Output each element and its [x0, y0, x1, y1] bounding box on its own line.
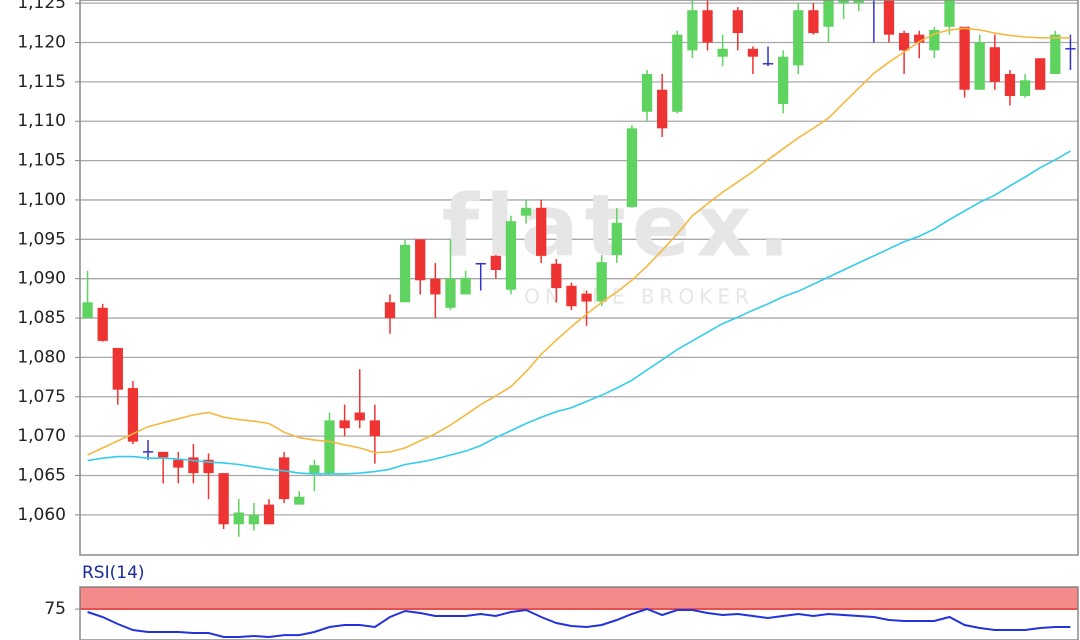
candle-body: [853, 0, 864, 4]
candle-body: [127, 388, 139, 442]
candle-body: [505, 221, 517, 290]
watermark-tagline: ONLINE BROKER: [524, 285, 754, 309]
indicator-line: [87, 150, 1071, 475]
candle-body: [1019, 80, 1031, 97]
y-tick-label: 1,120: [17, 33, 66, 53]
y-tick-label: 1,115: [17, 72, 66, 92]
candle-body: [369, 420, 381, 437]
candle-body: [430, 278, 441, 295]
candle-body: [158, 451, 169, 458]
candle-body: [777, 56, 789, 104]
candle-body: [1050, 34, 1061, 74]
y-tick-label: 1,100: [17, 190, 66, 210]
candle-body: [1004, 74, 1016, 97]
candle-body: [626, 128, 638, 208]
y-tick-label: 1,070: [17, 426, 66, 446]
candle-body: [520, 207, 532, 216]
candle-body: [611, 222, 622, 256]
indicator-panel: RSI(14) 75: [44, 563, 1079, 640]
candle-body: [1035, 58, 1046, 90]
candle-body: [641, 74, 653, 112]
candle-body: [233, 512, 244, 525]
y-tick-label: 1,060: [17, 505, 66, 525]
y-tick-label: 1,110: [17, 111, 66, 131]
candle-body: [490, 255, 501, 271]
y-tick-label: 1,105: [17, 151, 66, 171]
candle-body: [97, 307, 108, 341]
candle-body: [959, 26, 970, 90]
candle-body: [218, 473, 229, 525]
candle-body: [672, 34, 683, 112]
candle-body: [536, 207, 547, 256]
candle-body: [581, 293, 592, 302]
candle-body: [309, 465, 320, 474]
panel-title: RSI(14): [82, 563, 145, 583]
y-tick-label: 1,080: [17, 347, 66, 367]
candle-body: [898, 33, 910, 51]
y-tick-label: 1,075: [17, 387, 66, 407]
indicator-line: [87, 607, 1071, 639]
candle-body: [112, 347, 123, 390]
price-panel: flatex.ONLINE BROKER 1,060 1,065 1,070 1,075…: [17, 0, 1079, 556]
candle-body: [702, 10, 713, 43]
candle-body: [823, 0, 834, 27]
y-tick-label: 75: [44, 599, 66, 619]
candle-body: [203, 459, 214, 474]
candle-body: [944, 0, 955, 27]
candle-body: [460, 277, 471, 295]
candle-body: [415, 239, 426, 281]
candle-body: [551, 263, 562, 289]
candle-body: [384, 302, 396, 319]
candle-body: [354, 412, 365, 421]
y-tick-label: 1,090: [17, 269, 66, 289]
candle-body: [263, 504, 275, 525]
candle-body: [914, 34, 925, 43]
candle-body: [793, 10, 804, 66]
plot-area: [80, 587, 1078, 639]
y-tick-label: 1,065: [17, 465, 66, 485]
candle-body: [989, 47, 1000, 82]
candle-body: [717, 48, 728, 57]
candle-body: [974, 42, 985, 90]
candle-body: [657, 89, 668, 129]
candle-body: [248, 514, 260, 525]
candle-body: [324, 420, 335, 474]
candle-body: [294, 496, 305, 505]
candle-body: [838, 0, 849, 4]
candle-body: [566, 285, 577, 307]
plot-frame: [79, 0, 1079, 556]
plot-area: flatex.ONLINE BROKER: [80, 0, 1078, 537]
plot-frame: [79, 586, 1079, 640]
indicator-line: [87, 27, 1071, 456]
candle-body: [747, 48, 759, 57]
candle-body: [278, 457, 290, 500]
candle-body: [188, 457, 199, 474]
candle-body: [883, 0, 895, 35]
candle-body: [399, 244, 411, 303]
candle-body: [445, 278, 456, 308]
candle-body: [732, 10, 743, 34]
candle-body: [339, 420, 350, 429]
candle-body: [596, 262, 607, 302]
candle-body: [173, 459, 184, 468]
candle-body: [82, 302, 93, 319]
candle-body: [929, 29, 940, 51]
y-tick-label: 1,085: [17, 308, 66, 328]
candle-body: [687, 10, 698, 51]
y-tick-label: 1,095: [17, 229, 66, 249]
y-tick-label: 1,125: [17, 0, 66, 13]
candle-body: [808, 10, 819, 34]
overbought-band: [80, 587, 1078, 610]
